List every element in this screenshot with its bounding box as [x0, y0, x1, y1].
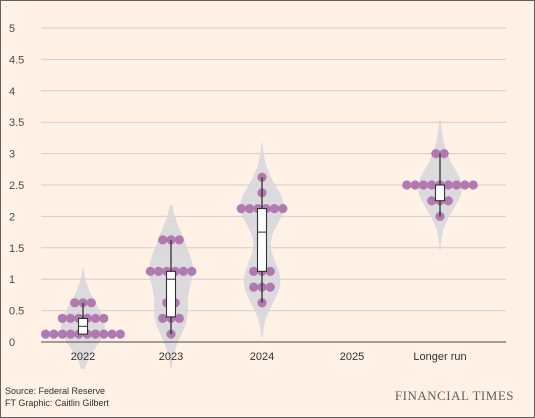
data-point	[90, 313, 101, 323]
data-point	[99, 329, 109, 339]
data-point	[427, 180, 437, 190]
iqr-box	[256, 208, 268, 272]
data-point	[65, 329, 76, 339]
data-point	[158, 313, 168, 323]
data-point	[278, 204, 288, 214]
data-point	[443, 196, 453, 206]
data-point	[90, 329, 101, 339]
data-point	[70, 298, 80, 308]
data-point	[245, 204, 255, 214]
data-point	[65, 313, 76, 323]
y-tick-label: 3.5	[9, 117, 24, 129]
data-point	[439, 149, 449, 159]
data-point	[166, 235, 176, 245]
data-point	[427, 196, 437, 206]
data-point	[236, 204, 246, 214]
y-tick-label: 1	[9, 274, 15, 286]
data-point	[410, 180, 420, 190]
x-tick-label: 2023	[159, 351, 183, 363]
data-point	[154, 266, 164, 276]
data-point	[174, 313, 184, 323]
data-point	[57, 313, 67, 323]
data-point	[257, 298, 267, 308]
x-tick-label: 2024	[250, 351, 274, 363]
y-tick-label: 5	[9, 23, 15, 35]
data-point	[49, 329, 59, 339]
data-point	[431, 149, 441, 159]
data-point	[249, 266, 259, 276]
y-tick-label: 4	[9, 86, 15, 98]
data-point	[443, 180, 453, 190]
data-point	[57, 329, 67, 339]
data-point	[418, 180, 428, 190]
data-point	[158, 235, 168, 245]
data-point	[452, 180, 462, 190]
data-point	[269, 204, 279, 214]
data-point	[460, 180, 470, 190]
data-point	[265, 266, 275, 276]
x-tick-label: 2022	[71, 351, 95, 363]
y-tick-label: 0	[9, 337, 15, 349]
data-point	[402, 180, 412, 190]
source-text: Source: Federal Reserve	[5, 386, 106, 396]
y-tick-label: 2	[9, 211, 15, 223]
y-tick-label: 2.5	[9, 180, 24, 192]
data-point	[145, 266, 155, 276]
data-point	[86, 298, 96, 308]
data-point	[249, 282, 259, 292]
x-tick-label: Longer run	[413, 351, 466, 363]
data-point	[99, 313, 109, 323]
box-layer	[77, 153, 446, 335]
credit-text: FT Graphic: Caitlin Gilbert	[5, 398, 109, 408]
data-point	[187, 266, 197, 276]
data-point	[468, 180, 478, 190]
data-point	[174, 235, 184, 245]
data-point	[107, 329, 117, 339]
ft-logo-text: FINANCIAL TIMES	[394, 388, 514, 403]
y-tick-label: 1.5	[9, 243, 24, 255]
data-point	[178, 266, 188, 276]
data-point	[265, 282, 275, 292]
data-point	[41, 329, 51, 339]
source-note: Source: Federal Reserve FT Graphic: Cait…	[5, 385, 109, 409]
y-tick-label: 0.5	[9, 306, 24, 318]
data-point	[115, 329, 125, 339]
y-tick-label: 4.5	[9, 54, 24, 66]
dot-plot-chart: 0 0.5 1 1.5 2 2.5 3 3.5 4 4.5 5 2022 2023 2024 2025 Lon…	[9, 23, 506, 369]
iqr-box	[434, 184, 446, 202]
iqr-box	[165, 270, 177, 318]
x-tick-label: 2025	[340, 351, 364, 363]
y-tick-label: 3	[9, 149, 15, 161]
axis-layer: 0 0.5 1 1.5 2 2.5 3 3.5 4 4.5 5 2022 2023 2024 2025 Lon…	[9, 23, 506, 363]
